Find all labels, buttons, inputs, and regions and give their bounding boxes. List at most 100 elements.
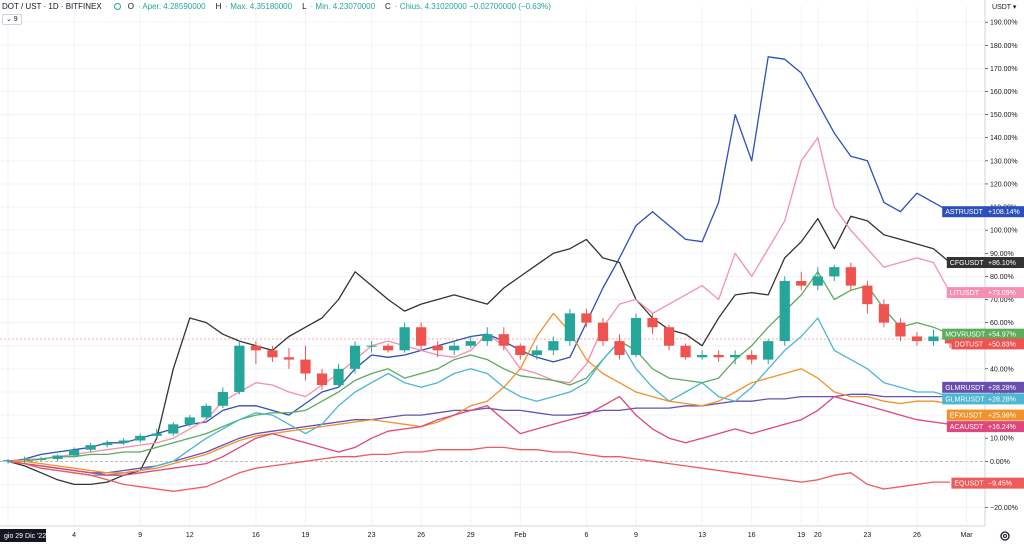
close-label: C: [385, 2, 391, 11]
candle-body: [250, 345, 262, 351]
indicators-toggle-button[interactable]: ⌄ 9: [2, 14, 22, 25]
y-tick-label: 60.00%: [990, 320, 1014, 327]
x-tick-label: Feb: [514, 532, 526, 539]
badge-dotust: DOTUST +50.83%: [951, 338, 1024, 350]
candle-body: [416, 327, 427, 346]
badge-value-bg: [985, 393, 1024, 405]
close-value: · Chius. 4.31020000 −0.02700000 (−0.63%): [394, 2, 551, 11]
badge-name: EFXUSDT: [950, 413, 983, 420]
badge-name: EQUSDT: [954, 481, 984, 488]
series-line-equsdt: [7, 446, 950, 492]
badge-astrusdt: ASTRUSDT +108.14%: [942, 206, 1024, 218]
y-tick-label: 100.00%: [990, 228, 1018, 235]
x-tick-label: 16: [252, 532, 260, 539]
x-tick-label: Mar: [960, 532, 973, 539]
y-tick-label: 10.00%: [990, 436, 1014, 443]
series-line-cfgusdt: [7, 215, 951, 486]
y-tick-label: 0.00%: [990, 459, 1010, 466]
candle-body: [763, 341, 774, 360]
low-value: · Min. 4.23070000: [310, 2, 376, 11]
candle-body: [878, 304, 890, 323]
y-tick-label: 30.00%: [990, 389, 1014, 396]
candle-body: [399, 327, 410, 351]
badge-movrusdt: MOVRUSDT +54.97%: [942, 328, 1024, 340]
candle-body: [647, 318, 658, 328]
candle-body: [713, 354, 724, 358]
y-tick-label: 70.00%: [990, 297, 1014, 304]
y-tick-label: 140.00%: [990, 135, 1018, 142]
candle-body: [779, 281, 790, 342]
candle-body: [52, 455, 63, 459]
chart-header: DOT / UST · 1D · BITFINEX O · Aper. 4.28…: [2, 2, 557, 11]
candle-body: [911, 336, 923, 342]
candle-body: [316, 373, 328, 386]
x-date-badge-text: gio 29 Dic '22: [4, 533, 46, 540]
badge-value: +28.28%: [988, 385, 1016, 392]
market-status-icon: [113, 3, 121, 10]
y-tick-label: 40.00%: [990, 366, 1014, 373]
x-tick-label: 26: [913, 532, 921, 539]
candle-body: [184, 417, 195, 425]
candle-body: [85, 445, 96, 450]
series-line-movrusdt: [8, 271, 951, 462]
x-axis[interactable]: 349121619232629Feb69131619202326Mar: [6, 532, 973, 539]
candle-body: [746, 354, 757, 360]
y-tick-label: 170.00%: [990, 66, 1018, 73]
y-tick-label: 190.00%: [990, 20, 1018, 27]
candle-body: [349, 345, 361, 369]
badge-name: GLMRUSDT: [945, 396, 985, 403]
gear-icon[interactable]: [1000, 531, 1010, 541]
candle-body: [283, 357, 295, 360]
series-line-astrusdt: [7, 56, 951, 462]
badge-name: ACAUSDT: [950, 424, 984, 431]
badge-value-bg: [985, 338, 1024, 350]
badge-acausdt: ACAUSDT +16.24%: [946, 421, 1024, 433]
badge-cfgusdt: CFGUSDT +86.10%: [946, 257, 1024, 269]
candle-body: [812, 276, 823, 286]
badge-value-bg: [985, 421, 1024, 433]
high-value: · Max. 4.35180000: [225, 2, 293, 11]
y-tick-label: 150.00%: [990, 112, 1018, 119]
candle-body: [614, 341, 625, 355]
candle-body: [531, 350, 542, 355]
candle-body: [515, 345, 526, 355]
candle-body: [564, 313, 576, 342]
candle-body: [730, 354, 741, 358]
candle-body: [944, 336, 956, 344]
x-tick-label: 9: [634, 532, 638, 539]
grid: [0, 6, 985, 526]
candle-body: [366, 345, 377, 347]
open-label: O: [127, 2, 134, 11]
open-value: · Aper. 4.28590000: [137, 2, 206, 11]
badge-value-bg: [985, 328, 1024, 340]
badge-value-bg: [985, 287, 1024, 299]
badge-name-bg: [951, 477, 985, 489]
badge-name-bg: [951, 338, 985, 350]
badge-name: DOTUST: [954, 341, 984, 348]
candle-body: [581, 313, 592, 323]
badge-value: +50.83%: [988, 341, 1016, 348]
badge-value: +54.97%: [988, 332, 1016, 339]
y-tick-label: 120.00%: [990, 181, 1018, 188]
x-tick-label: 13: [698, 532, 706, 539]
symbol-title[interactable]: DOT / UST · 1D · BITFINEX: [2, 2, 102, 11]
candle-body: [382, 345, 394, 351]
x-tick-label: 19: [797, 532, 805, 539]
candle-body: [928, 336, 939, 342]
low-label: L: [302, 2, 307, 11]
x-tick-label: 4: [72, 532, 76, 539]
badge-glmrusdt: GLMRUSDT +28.28%: [942, 381, 1024, 393]
badge-name: GLMRUSDT: [945, 385, 985, 392]
candle-body: [118, 440, 129, 443]
high-label: H: [215, 2, 222, 11]
candle-body: [19, 458, 30, 461]
badge-name-bg: [946, 409, 985, 421]
candle-body: [151, 433, 162, 436]
candle-body: [168, 424, 179, 434]
x-tick-label: 16: [748, 532, 756, 539]
currency-selector[interactable]: USDT ▾: [992, 4, 1017, 11]
x-tick-label: 12: [186, 532, 194, 539]
y-tick-label: 80.00%: [990, 274, 1014, 281]
candle-body: [548, 341, 559, 351]
